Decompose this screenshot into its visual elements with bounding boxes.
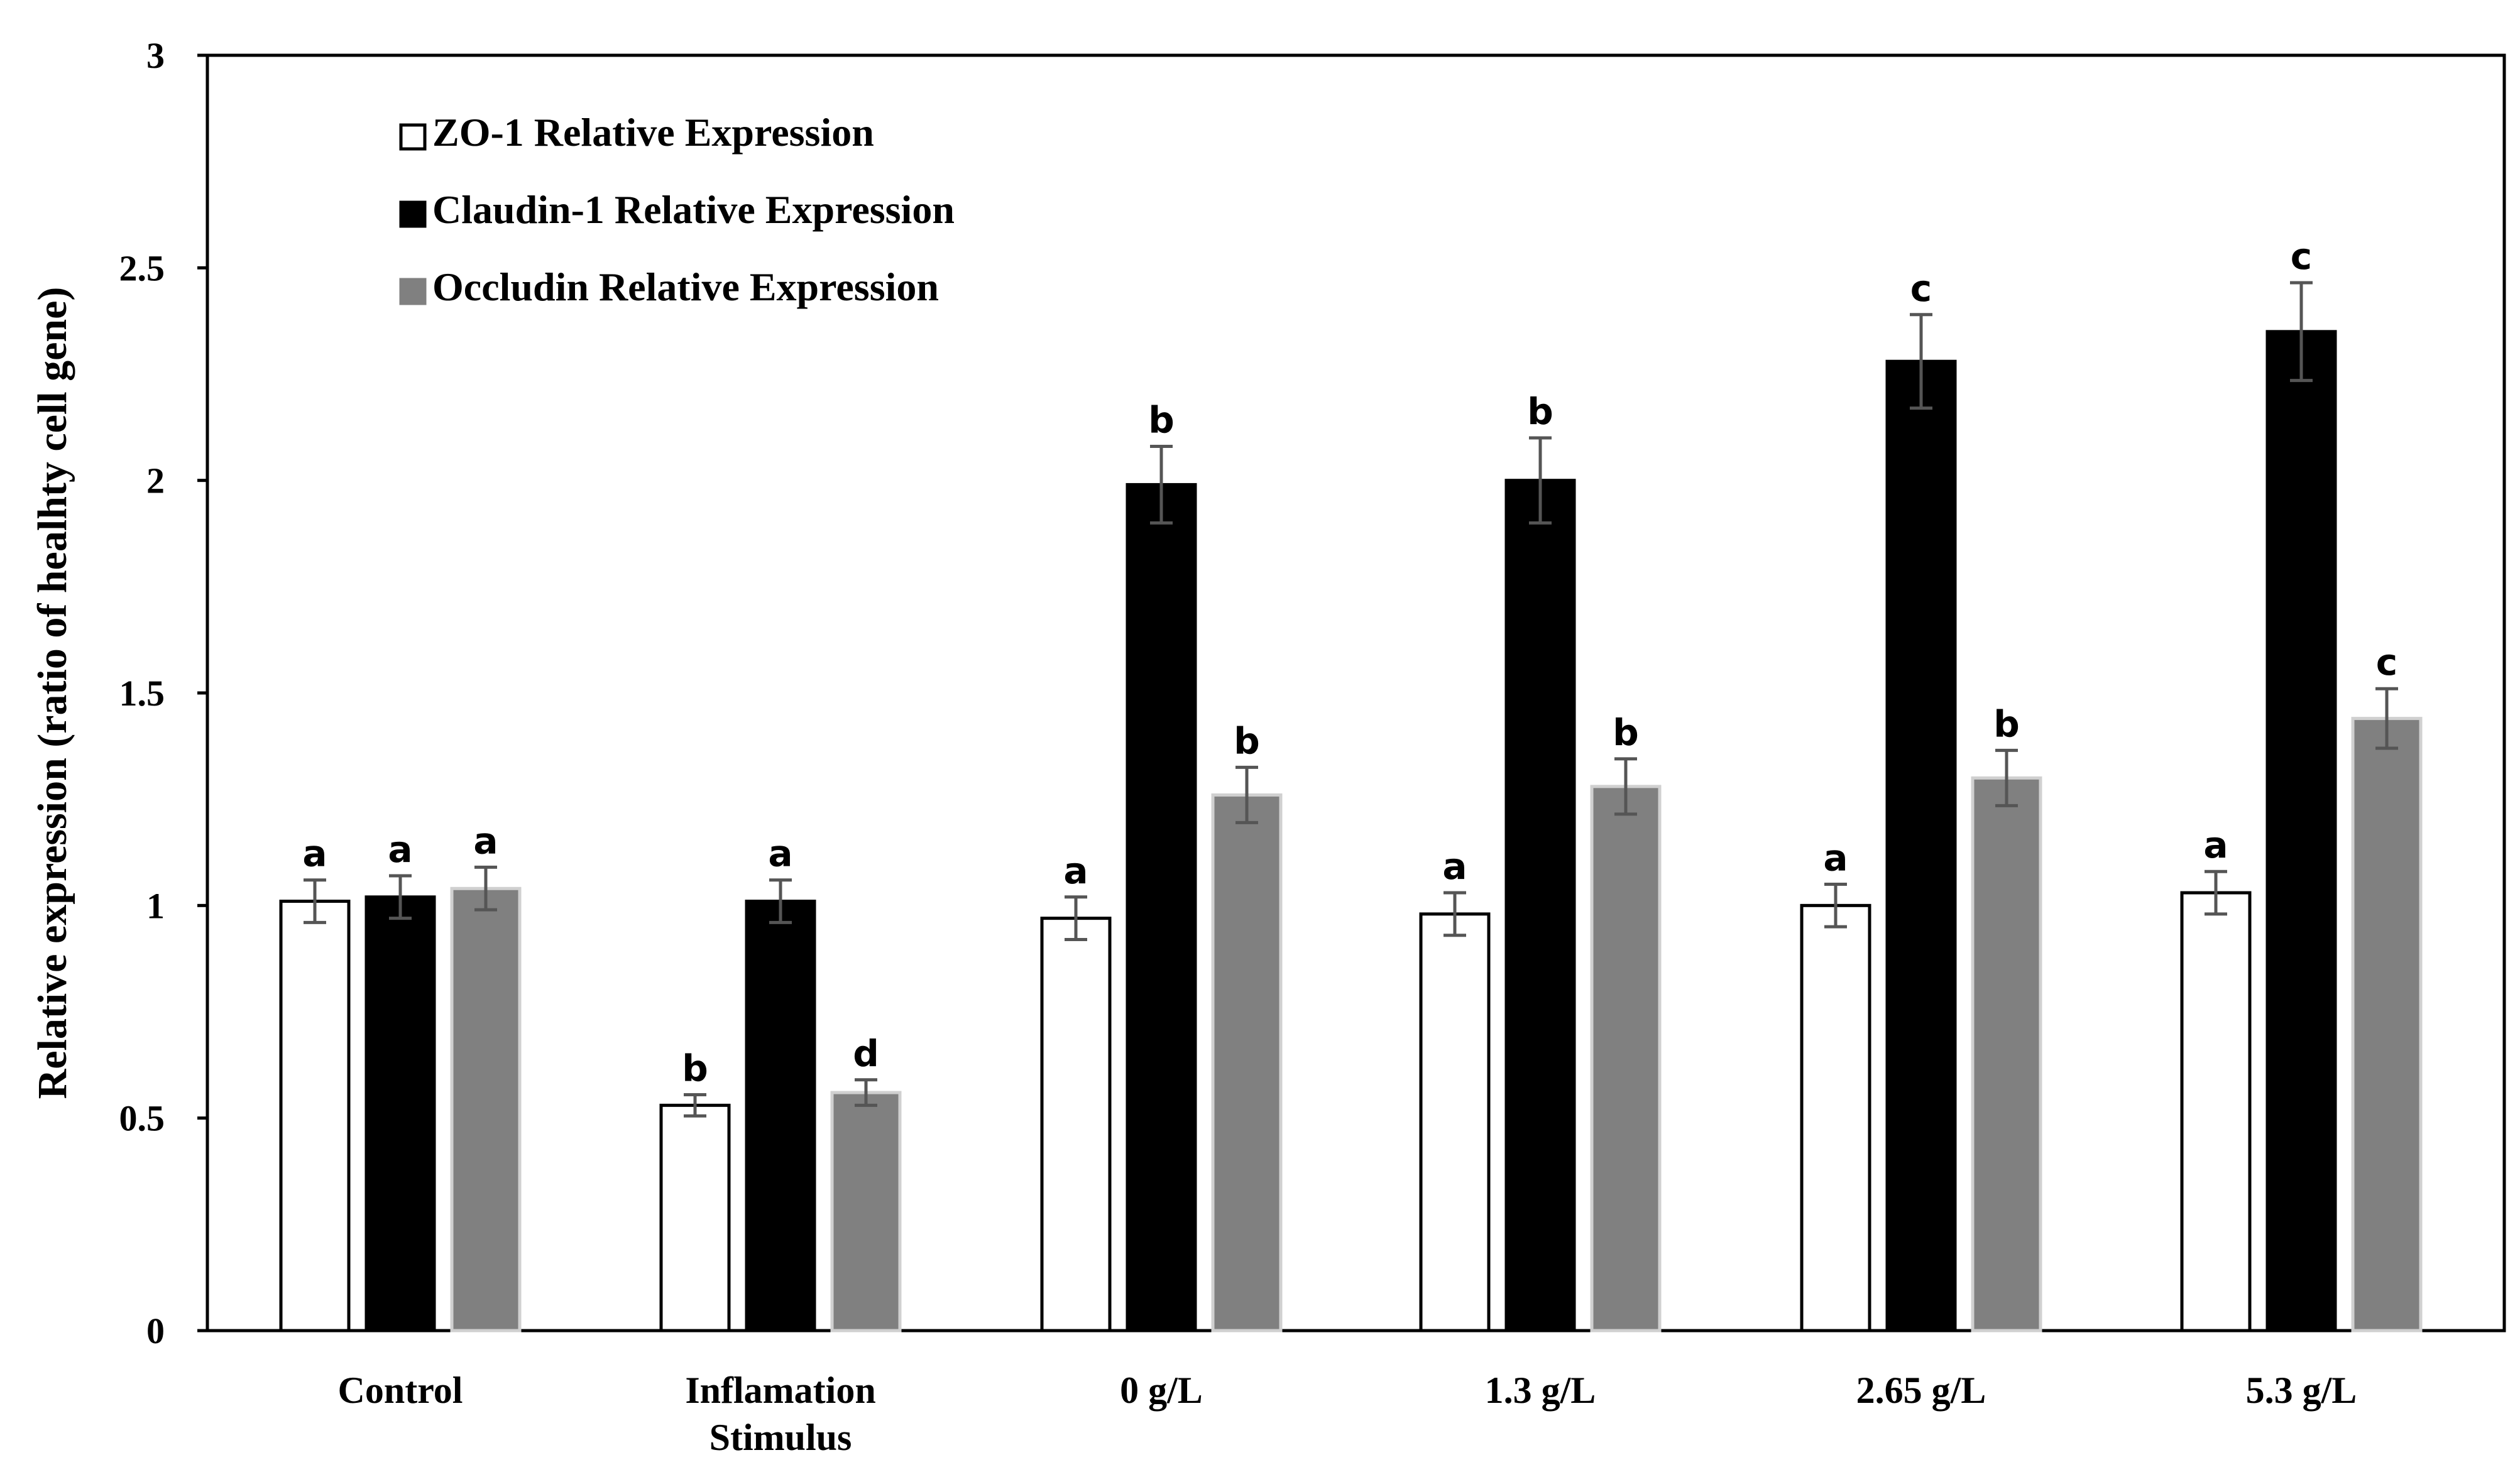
labels: 0 0.5 1 1.5 2 2.5 3 Relative expression (ratio … (30, 35, 2397, 1458)
bar-occludin (830, 1091, 902, 1333)
error-bar (855, 1078, 877, 1107)
x-category-label: Control (338, 1370, 463, 1411)
error-bar (1910, 313, 1932, 410)
error-bar (1065, 895, 1087, 941)
significance-label: a (2203, 824, 2228, 866)
significance-label: b (682, 1047, 708, 1089)
legend: ZO-1 Relative Expression Claudin-1 Relati… (399, 110, 955, 309)
bar-claudin1 (745, 900, 816, 1333)
significance-label: c (2376, 641, 2397, 684)
bars (279, 281, 2423, 1333)
legend-item: Claudin-1 Relative Expression (399, 187, 955, 232)
plot-frame (205, 53, 2506, 1333)
error-bar (1614, 757, 1637, 816)
x-category-label: 0 g/L (1120, 1370, 1203, 1411)
bar-zo1 (1800, 903, 1871, 1333)
error-bar (684, 1093, 706, 1118)
error-bar (1995, 748, 2018, 807)
bar-occludin (1590, 785, 1662, 1333)
legend-swatch (399, 123, 427, 151)
bar-zo1 (659, 1103, 731, 1333)
bar-occludin (450, 886, 522, 1333)
axes (197, 53, 2506, 1333)
significance-label: a (1063, 849, 1088, 892)
significance-label: b (1234, 719, 1260, 762)
legend-swatch (399, 200, 427, 228)
significance-label: b (1527, 390, 1553, 433)
significance-label: a (473, 819, 498, 862)
significance-label: b (1148, 399, 1175, 442)
bar-zo1 (1040, 917, 1112, 1333)
y-tick-label: 0 (146, 1311, 165, 1351)
error-bar (1150, 445, 1173, 525)
error-bar (389, 874, 412, 920)
bar-occludin (1211, 793, 1283, 1333)
bar-claudin1 (1504, 479, 1576, 1333)
error-bar (2375, 687, 2398, 750)
bar-claudin1 (1126, 482, 1197, 1333)
y-axis-label: Relative expression (ratio of healhty ce… (30, 287, 75, 1099)
bar-occludin (1971, 776, 2042, 1333)
significance-label: a (1823, 837, 1848, 880)
error-bar (1529, 436, 1552, 525)
legend-item: Occludin Relative Expression (399, 264, 939, 309)
significance-label: d (853, 1032, 879, 1075)
x-category-label: 1.3 g/L (1485, 1370, 1596, 1411)
bar-occludin (2351, 717, 2423, 1333)
x-category-label: 2.65 g/L (1856, 1370, 1986, 1411)
error-bar (2205, 869, 2227, 916)
y-tick-label: 2 (146, 461, 165, 501)
legend-label: Occludin Relative Expression (432, 264, 939, 309)
legend-label: ZO-1 Relative Expression (432, 110, 874, 155)
y-tick-label: 2.5 (119, 248, 165, 288)
x-category-label: Inflamation (685, 1370, 875, 1411)
error-bar (1824, 883, 1847, 929)
bar-claudin1 (1885, 359, 1957, 1333)
legend-label: Claudin-1 Relative Expression (432, 187, 955, 232)
significance-label: a (1442, 845, 1467, 888)
x-category-label: 5.3 g/L (2246, 1370, 2357, 1411)
y-tick-label: 0.5 (119, 1098, 165, 1139)
error-bar (1444, 891, 1466, 937)
error-bar (474, 865, 497, 912)
significance-label: a (388, 828, 412, 871)
x-category-label: Stimulus (709, 1417, 852, 1458)
significance-label: b (1993, 702, 2020, 745)
y-tick-label: 1 (146, 885, 165, 926)
bar-claudin1 (2265, 330, 2337, 1333)
error-bar (1235, 765, 1258, 824)
legend-swatch (399, 278, 427, 305)
error-bar (304, 878, 326, 924)
bar-zo1 (279, 900, 351, 1333)
significance-label: c (1910, 267, 1932, 310)
error-bar (769, 878, 792, 924)
bar-zo1 (2180, 891, 2252, 1333)
significance-label: c (2291, 235, 2312, 278)
error-bar (2290, 281, 2313, 383)
y-tick-label: 1.5 (119, 673, 165, 714)
significance-label: a (302, 832, 327, 875)
bar-claudin1 (364, 895, 436, 1333)
significance-label: b (1613, 711, 1639, 754)
legend-item: ZO-1 Relative Expression (399, 110, 874, 155)
significance-label: a (768, 832, 792, 875)
y-tick-label: 3 (146, 35, 165, 76)
bar-zo1 (1419, 912, 1491, 1333)
